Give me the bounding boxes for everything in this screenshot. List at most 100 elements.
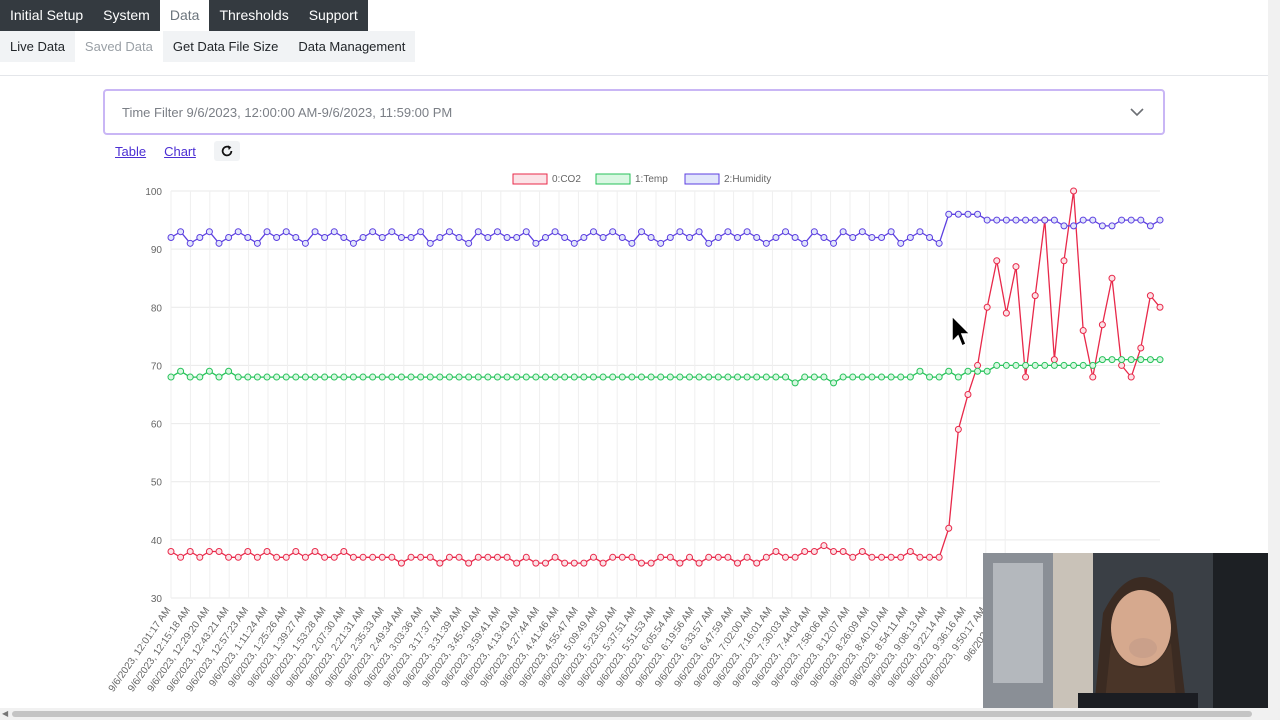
data-point xyxy=(1098,321,1106,329)
data-point xyxy=(436,373,444,381)
data-point xyxy=(215,547,223,555)
data-point xyxy=(686,373,694,381)
data-point xyxy=(167,234,175,242)
tab-get-data-file-size[interactable]: Get Data File Size xyxy=(162,31,289,62)
scroll-left-icon[interactable]: ◀ xyxy=(2,709,9,718)
data-point xyxy=(1118,356,1126,364)
data-point xyxy=(340,234,348,242)
data-point xyxy=(493,553,501,561)
data-point xyxy=(1079,361,1087,369)
vertical-scrollbar[interactable] xyxy=(1268,0,1280,720)
tab-system[interactable]: System xyxy=(93,0,160,31)
data-point xyxy=(1002,361,1010,369)
legend-swatch xyxy=(512,173,548,185)
data-point xyxy=(570,239,578,247)
data-point xyxy=(292,547,300,555)
data-point xyxy=(753,373,761,381)
data-point xyxy=(628,239,636,247)
data-point xyxy=(734,373,742,381)
data-point xyxy=(561,373,569,381)
time-filter-dropdown[interactable]: Time Filter 9/6/2023, 12:00:00 AM-9/6/20… xyxy=(103,89,1165,135)
horizontal-scrollbar[interactable]: ◀ xyxy=(0,708,1268,720)
data-point xyxy=(609,373,617,381)
data-point xyxy=(801,373,809,381)
data-point xyxy=(359,373,367,381)
data-point xyxy=(215,239,223,247)
data-point xyxy=(263,547,271,555)
data-point xyxy=(810,373,818,381)
horizontal-scroll-thumb[interactable] xyxy=(12,711,1252,717)
data-point xyxy=(954,210,962,218)
data-point xyxy=(657,373,665,381)
data-point xyxy=(609,228,617,236)
data-point xyxy=(561,559,569,567)
data-point xyxy=(1146,356,1154,364)
data-point xyxy=(628,373,636,381)
data-point xyxy=(1002,309,1010,317)
tab-thresholds[interactable]: Thresholds xyxy=(209,0,299,31)
data-point xyxy=(455,234,463,242)
data-point xyxy=(445,553,453,561)
data-point xyxy=(676,228,684,236)
data-point xyxy=(474,553,482,561)
data-point xyxy=(465,373,473,381)
data-point xyxy=(589,228,597,236)
data-point xyxy=(397,373,405,381)
data-point xyxy=(225,553,233,561)
data-point xyxy=(820,542,828,550)
data-point xyxy=(772,234,780,242)
data-point xyxy=(417,228,425,236)
data-point xyxy=(647,234,655,242)
data-point xyxy=(983,216,991,224)
data-point xyxy=(954,425,962,433)
data-point xyxy=(868,234,876,242)
data-point xyxy=(791,553,799,561)
tab-initial-setup[interactable]: Initial Setup xyxy=(0,0,94,31)
data-point xyxy=(417,373,425,381)
data-point xyxy=(426,239,434,247)
data-point xyxy=(1079,327,1087,335)
tab-data[interactable]: Data xyxy=(159,0,210,31)
data-point xyxy=(1108,274,1116,282)
data-point xyxy=(340,547,348,555)
data-point xyxy=(513,559,521,567)
data-point xyxy=(1012,361,1020,369)
data-point xyxy=(599,234,607,242)
data-point xyxy=(522,373,530,381)
data-point xyxy=(839,547,847,555)
y-tick-label: 80 xyxy=(151,303,163,314)
data-point xyxy=(1118,361,1126,369)
table-link[interactable]: Table xyxy=(115,143,147,159)
data-point xyxy=(340,373,348,381)
tab-live-data[interactable]: Live Data xyxy=(0,31,75,62)
data-point xyxy=(378,553,386,561)
data-point xyxy=(1012,263,1020,271)
data-point xyxy=(253,373,261,381)
data-point xyxy=(388,553,396,561)
data-point xyxy=(926,373,934,381)
refresh-button[interactable] xyxy=(213,141,240,161)
data-point xyxy=(762,553,770,561)
tab-data-management[interactable]: Data Management xyxy=(288,31,416,62)
data-point xyxy=(426,553,434,561)
data-point xyxy=(849,553,857,561)
data-point xyxy=(1031,292,1039,300)
data-point xyxy=(849,234,857,242)
data-point xyxy=(791,234,799,242)
tab-support[interactable]: Support xyxy=(298,0,368,31)
tab-saved-data[interactable]: Saved Data xyxy=(74,31,163,62)
data-point xyxy=(618,373,626,381)
chart-link[interactable]: Chart xyxy=(164,143,196,159)
data-point xyxy=(724,553,732,561)
data-point xyxy=(906,373,914,381)
data-point xyxy=(234,373,242,381)
data-point xyxy=(273,373,281,381)
data-point xyxy=(311,547,319,555)
data-point xyxy=(887,553,895,561)
data-point xyxy=(570,373,578,381)
legend-swatch xyxy=(684,173,720,185)
data-point xyxy=(359,553,367,561)
data-point xyxy=(541,559,549,567)
data-point xyxy=(186,239,194,247)
data-point xyxy=(599,373,607,381)
